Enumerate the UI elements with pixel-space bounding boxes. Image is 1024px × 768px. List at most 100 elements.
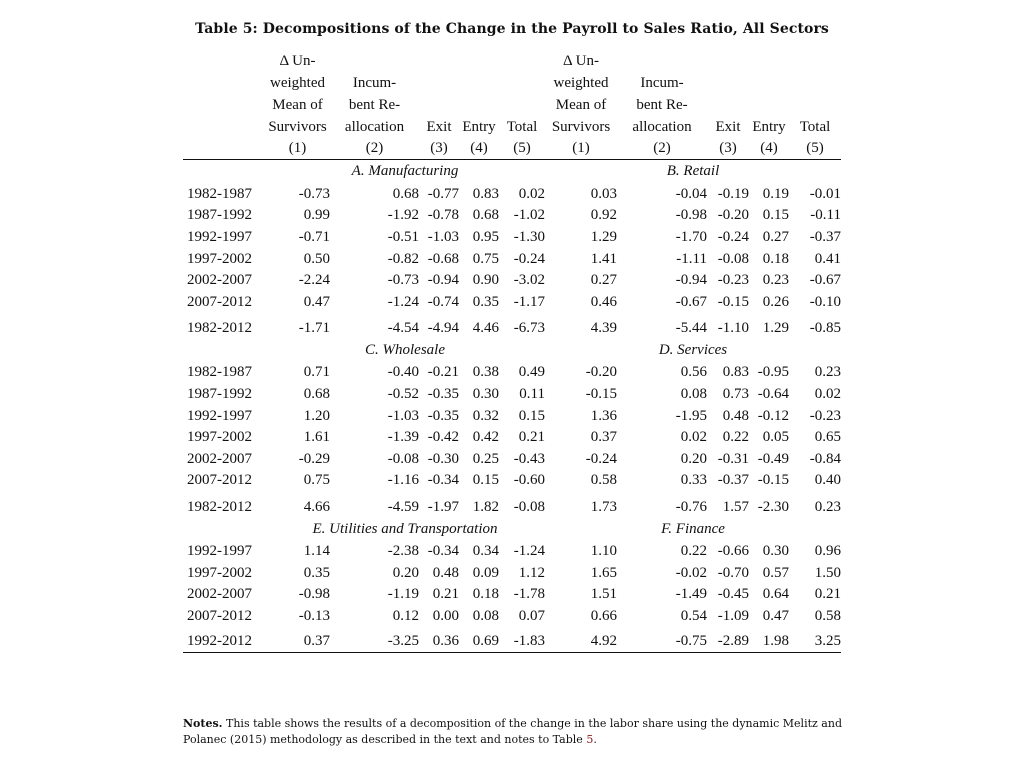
panel-title-right: D. Services — [658, 342, 728, 359]
value-cell: -3.25 — [330, 626, 419, 654]
header-cell — [789, 73, 841, 95]
period-cell: 1982-2012 — [187, 320, 252, 337]
value-cell: 0.37 — [265, 626, 330, 654]
value-cell: 0.37 — [590, 429, 617, 446]
value-cell: -2.24 — [298, 272, 330, 289]
period-cell: 1997-2002 — [187, 429, 252, 446]
panel-title-right: B. Retail — [666, 163, 720, 180]
value-cell: -0.15 — [585, 385, 617, 402]
value-cell: 0.64 — [762, 586, 789, 603]
value-cell: -1.83 — [499, 626, 545, 654]
value-cell: -0.94 — [427, 272, 459, 289]
header-cell — [499, 73, 545, 95]
value-cell: -0.67 — [809, 272, 841, 289]
value-cell: 0.69 — [459, 626, 499, 654]
value-cell: 0.33 — [680, 472, 707, 489]
table-reference-link[interactable]: 5 — [586, 733, 594, 746]
value-cell: 3.25 — [789, 626, 841, 654]
value-cell: 0.08 — [472, 607, 499, 624]
value-cell: -0.60 — [513, 472, 545, 489]
value-cell: 0.19 — [762, 185, 789, 202]
value-cell: 0.95 — [472, 228, 499, 245]
header-cell — [419, 95, 459, 117]
table-row: 1992-1997 1.14 -2.38 -0.34 0.34 -1.24 1.10 0.22… — [183, 541, 841, 563]
header-cell — [749, 95, 789, 117]
value-cell: 0.15 — [762, 207, 789, 224]
value-cell: 0.23 — [762, 272, 789, 289]
period-cell: 1987-1992 — [187, 385, 252, 402]
panel-header: C. Wholesale D. Services — [183, 339, 841, 362]
value-cell: 1.36 — [590, 407, 617, 424]
value-cell: -2.89 — [707, 626, 749, 654]
header-cell — [789, 95, 841, 117]
value-cell: 0.57 — [762, 564, 789, 581]
header-cell: Survivors — [268, 118, 327, 135]
value-cell: 0.12 — [392, 607, 419, 624]
header-cell: Incum- — [352, 75, 397, 92]
period-cell: 1987-1992 — [187, 207, 252, 224]
value-cell: -1.17 — [513, 293, 545, 310]
value-cell: 0.23 — [814, 498, 841, 515]
table-row: 1982-1987 -0.73 0.68 -0.77 0.83 0.02 0.03 -0.04… — [183, 183, 841, 205]
value-cell: -0.01 — [809, 185, 841, 202]
table-row: 1987-1992 0.68 -0.52 -0.35 0.30 0.11 -0.15 0.08… — [183, 384, 841, 406]
header-cell: Mean of — [272, 96, 323, 113]
period-cell: 1982-1987 — [187, 364, 252, 381]
value-cell: -0.70 — [717, 564, 749, 581]
value-cell: 0.96 — [814, 542, 841, 559]
value-cell: 0.48 — [722, 407, 749, 424]
value-cell: -0.31 — [717, 450, 749, 467]
table-title: Table 5: Decompositions of the Change in… — [195, 21, 829, 37]
value-cell: -1.70 — [675, 228, 707, 245]
value-cell: -1.03 — [387, 407, 419, 424]
total-row: 1982-2012 4.66 -4.59 -1.97 1.82 -0.08 1.73 -0.7… — [183, 492, 841, 518]
value-cell: -4.54 — [387, 320, 419, 337]
total-row: 1982-2012 -1.71 -4.54 -4.94 4.46 -6.73 4.39 -5.… — [183, 313, 841, 339]
value-cell: -1.24 — [387, 293, 419, 310]
value-cell: -1.10 — [717, 320, 749, 337]
notes-end: . — [593, 733, 597, 746]
value-cell: 1.29 — [762, 320, 789, 337]
value-cell: -0.13 — [298, 607, 330, 624]
value-cell: -0.24 — [717, 228, 749, 245]
header-cell: Exit — [715, 118, 741, 135]
value-cell: -5.44 — [675, 320, 707, 337]
value-cell: 0.22 — [680, 542, 707, 559]
header-cell — [183, 51, 265, 73]
value-cell: 1.73 — [590, 498, 617, 515]
value-cell: -4.59 — [387, 498, 419, 515]
value-cell: -0.74 — [427, 293, 459, 310]
value-cell: 0.83 — [472, 185, 499, 202]
header-cell: (2) — [617, 138, 707, 161]
header-cell: Total — [506, 118, 538, 135]
value-cell: 0.03 — [590, 185, 617, 202]
header-cell: Entry — [462, 118, 496, 135]
value-cell: 0.58 — [814, 607, 841, 624]
value-cell: 0.20 — [392, 564, 419, 581]
header-cell: (3) — [707, 138, 749, 161]
value-cell: -0.24 — [513, 250, 545, 267]
table-body: A. Manufacturing B. Retail 1982-1987 -0.73 0… — [183, 160, 841, 654]
value-cell: 0.27 — [762, 228, 789, 245]
value-cell: 0.35 — [472, 293, 499, 310]
period-cell: 2007-2012 — [187, 607, 252, 624]
period-cell: 1982-1987 — [187, 185, 252, 202]
header-cell: Survivors — [551, 118, 611, 135]
value-cell: -4.94 — [427, 320, 459, 337]
value-cell: 0.27 — [590, 272, 617, 289]
header-cell: weighted — [553, 75, 609, 92]
value-cell: -0.76 — [675, 498, 707, 515]
header-line-5: (1) (2) (3) (4) (5) (1) (2) (3) (4) (5) — [183, 138, 841, 161]
value-cell: 0.49 — [518, 364, 545, 381]
panel-title-right: F. Finance — [661, 520, 725, 537]
table-row: 2007-2012 -0.13 0.12 0.00 0.08 0.07 0.66 0.54 -1… — [183, 605, 841, 627]
value-cell: -0.85 — [809, 320, 841, 337]
header-cell — [499, 95, 545, 117]
header-cell: weighted — [270, 75, 325, 92]
table-row: 1997-2002 0.50 -0.82 -0.68 0.75 -0.24 1.41 -1.1… — [183, 248, 841, 270]
header-cell — [707, 95, 749, 117]
header-cell — [459, 51, 499, 73]
value-cell: 0.36 — [419, 626, 459, 654]
value-cell: -1.09 — [717, 607, 749, 624]
value-cell: 0.68 — [392, 185, 419, 202]
